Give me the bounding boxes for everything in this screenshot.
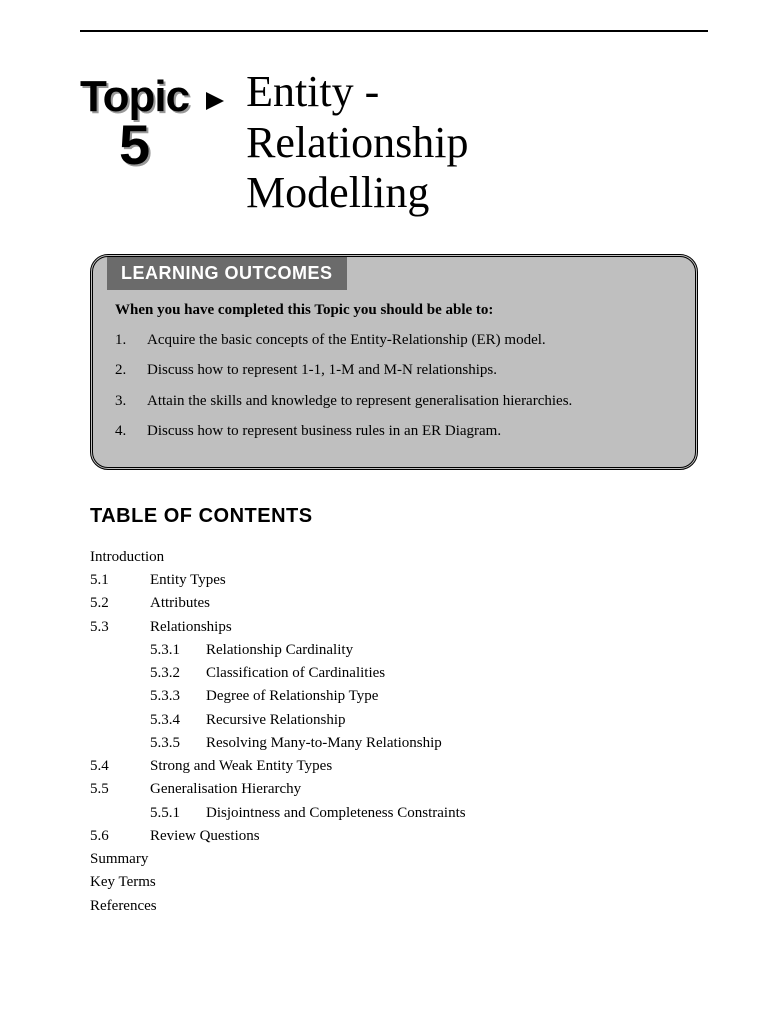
toc-text: Attributes [150, 592, 210, 615]
toc-number: 5.4 [90, 755, 150, 778]
toc-item: Key Terms [90, 871, 698, 894]
toc-heading: TABLE OF CONTENTS [90, 505, 698, 528]
list-item: 1.Acquire the basic concepts of the Enti… [115, 329, 673, 352]
toc-subitem: 5.3.3Degree of Relationship Type [90, 685, 698, 708]
learning-outcomes-box: LEARNING OUTCOMES When you have complete… [90, 254, 698, 470]
list-item: 2.Discuss how to represent 1-1, 1-M and … [115, 359, 673, 382]
item-text: Discuss how to represent business rules … [147, 420, 673, 443]
toc-number: 5.1 [90, 569, 150, 592]
top-horizontal-rule [80, 30, 708, 32]
toc-text: Generalisation Hierarchy [150, 778, 301, 801]
toc-number: 5.3.3 [150, 685, 206, 708]
learning-outcomes-heading: LEARNING OUTCOMES [107, 257, 347, 290]
toc-text: Degree of Relationship Type [206, 685, 378, 708]
toc-text: Relationship Cardinality [206, 639, 353, 662]
toc-text: Disjointness and Completeness Constraint… [206, 802, 466, 825]
table-of-contents: Introduction 5.1Entity Types 5.2Attribut… [90, 546, 698, 918]
chapter-title: Entity - Relationship Modelling [246, 67, 468, 219]
toc-item: 5.1Entity Types [90, 569, 698, 592]
learning-outcomes-intro: When you have completed this Topic you s… [115, 302, 673, 319]
toc-text: Review Questions [150, 825, 260, 848]
toc-number: 5.3.5 [150, 732, 206, 755]
toc-subitem: 5.3.5Resolving Many-to-Many Relationship [90, 732, 698, 755]
toc-subitem: 5.5.1Disjointness and Completeness Const… [90, 802, 698, 825]
item-text: Acquire the basic concepts of the Entity… [147, 329, 673, 352]
list-item: 3.Attain the skills and knowledge to rep… [115, 390, 673, 413]
toc-number: 5.6 [90, 825, 150, 848]
toc-subitem: 5.3.2Classification of Cardinalities [90, 662, 698, 685]
toc-text: Recursive Relationship [206, 709, 346, 732]
toc-number: 5.3.4 [150, 709, 206, 732]
toc-subitem: 5.3.4Recursive Relationship [90, 709, 698, 732]
toc-text: Resolving Many-to-Many Relationship [206, 732, 442, 755]
toc-item: 5.4Strong and Weak Entity Types [90, 755, 698, 778]
toc-item: 5.5Generalisation Hierarchy [90, 778, 698, 801]
item-number: 2. [115, 359, 147, 382]
item-number: 3. [115, 390, 147, 413]
learning-outcomes-body: When you have completed this Topic you s… [93, 290, 695, 467]
topic-number-block: Topic 5 [80, 72, 189, 173]
play-arrow-icon [204, 90, 226, 117]
item-text: Attain the skills and knowledge to repre… [147, 390, 673, 413]
toc-number: 5.2 [90, 592, 150, 615]
toc-text: Entity Types [150, 569, 226, 592]
toc-text: Classification of Cardinalities [206, 662, 385, 685]
chapter-header: Topic 5 Entity - Relationship Modelling [80, 72, 708, 219]
title-line: Modelling [246, 168, 429, 217]
list-item: 4.Discuss how to represent business rule… [115, 420, 673, 443]
toc-subitem: 5.3.1Relationship Cardinality [90, 639, 698, 662]
toc-item: 5.3Relationships [90, 616, 698, 639]
toc-number: 5.3.2 [150, 662, 206, 685]
toc-item: 5.2Attributes [90, 592, 698, 615]
toc-item: Summary [90, 848, 698, 871]
title-line: Relationship [246, 118, 468, 167]
title-line: Entity - [246, 67, 379, 116]
toc-text: Relationships [150, 616, 232, 639]
toc-text: Strong and Weak Entity Types [150, 755, 332, 778]
toc-item: 5.6Review Questions [90, 825, 698, 848]
toc-item: References [90, 895, 698, 918]
toc-number: 5.5 [90, 778, 150, 801]
topic-number: 5 [80, 117, 189, 173]
toc-number: 5.3.1 [150, 639, 206, 662]
item-number: 1. [115, 329, 147, 352]
toc-number: 5.5.1 [150, 802, 206, 825]
item-number: 4. [115, 420, 147, 443]
learning-outcomes-list: 1.Acquire the basic concepts of the Enti… [115, 329, 673, 443]
toc-item: Introduction [90, 546, 698, 569]
toc-number: 5.3 [90, 616, 150, 639]
item-text: Discuss how to represent 1-1, 1-M and M-… [147, 359, 673, 382]
